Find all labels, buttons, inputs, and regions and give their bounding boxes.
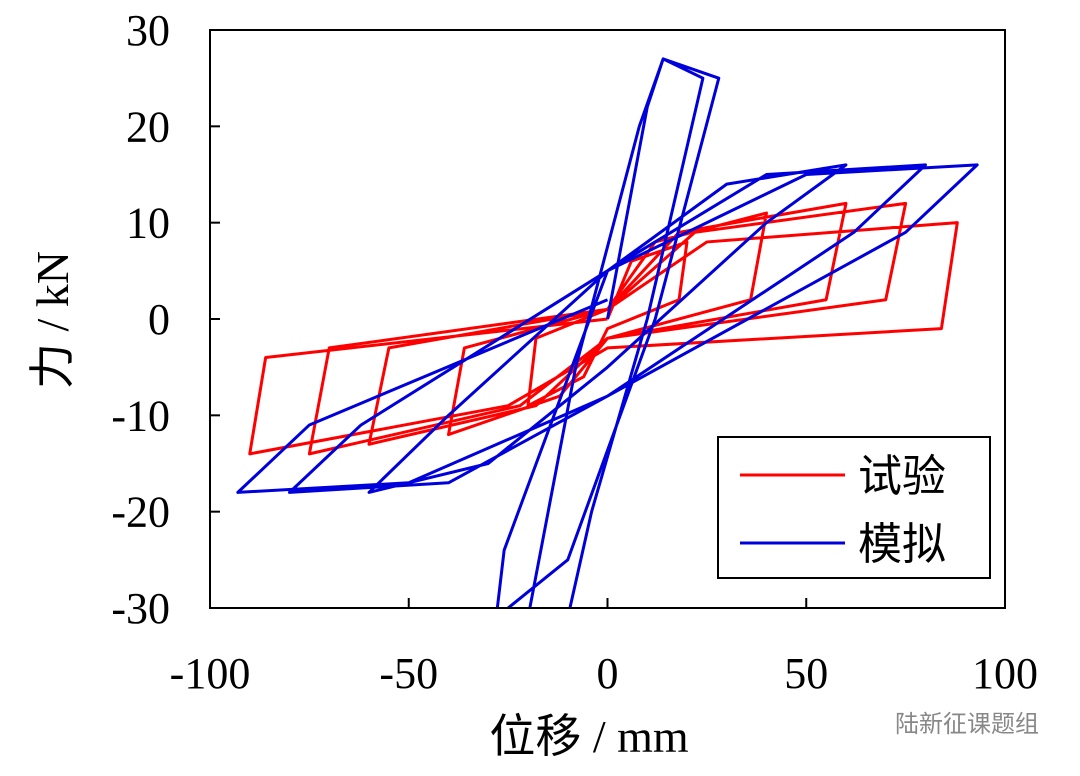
x-tick-label: -50 (379, 649, 438, 698)
legend-label: 模拟 (858, 520, 946, 569)
y-tick-label: 0 (148, 295, 170, 344)
y-tick-label: 10 (126, 199, 170, 248)
legend-label: 试验 (858, 452, 946, 501)
x-tick-label: -100 (170, 649, 251, 698)
x-axis-label: 位移 / mm (489, 711, 689, 762)
x-tick-label: 0 (597, 649, 619, 698)
x-tick-label: 50 (784, 649, 828, 698)
y-axis-label: 力 / kN (27, 251, 78, 389)
y-tick-label: 30 (126, 6, 170, 55)
y-tick-label: -10 (111, 391, 170, 440)
plot-area (236, 57, 979, 608)
series-line (248, 201, 959, 456)
plot-frame (209, 29, 1006, 609)
watermark: 陆新征课题组 (840, 698, 1072, 744)
y-tick-label: 20 (126, 102, 170, 151)
legend-box (717, 436, 991, 579)
y-tick-label: -30 (111, 584, 170, 633)
y-tick-label: -20 (111, 488, 170, 537)
watermark-text: 陆新征课题组 (895, 711, 1039, 738)
x-tick-label: 100 (972, 649, 1038, 698)
series-line (236, 57, 979, 608)
